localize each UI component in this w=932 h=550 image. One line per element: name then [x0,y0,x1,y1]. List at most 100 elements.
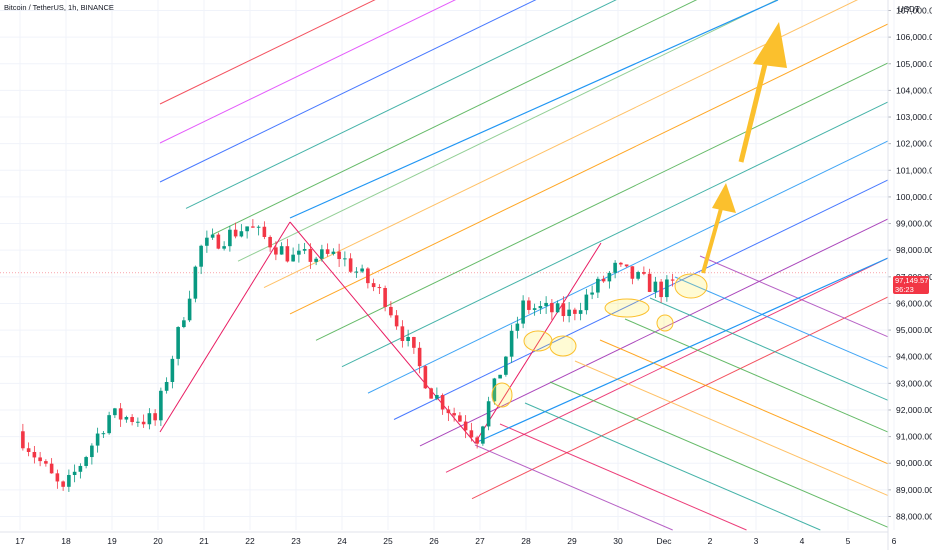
pitchfork-line-down [674,276,889,370]
pitchfork-line-down [599,339,889,465]
candle-body [101,433,106,435]
candle-body [164,381,169,391]
x-tick-label: 30 [613,536,623,546]
candle-body [222,246,226,249]
candle-body [366,268,370,284]
candle-body [67,474,71,487]
pitchfork-line-down [624,318,889,433]
highlight-ellipse [523,330,553,352]
x-tick-label: 6 [892,536,897,546]
pitchfork-line-up [315,62,889,341]
y-tick-label: 103,000.00 [896,112,932,122]
y-tick-label: 88,000.00 [896,512,932,522]
candle-body [308,249,313,262]
y-tick-label: 90,000.00 [896,458,932,468]
x-tick-label: 27 [475,536,485,546]
x-tick-label: Dec [656,536,672,546]
candle-body [32,451,37,458]
candle-body [417,347,422,367]
y-tick-label: 106,000.00 [896,32,932,42]
candle-body [78,465,83,472]
candle-body [377,287,382,289]
y-tick-label: 105,000.00 [896,59,932,69]
candle-body [509,330,514,357]
x-tick-label: 19 [107,536,117,546]
annotations [491,22,787,408]
candle-body [291,254,295,262]
candle-body [584,294,589,311]
candle-body [515,323,520,331]
time-axis[interactable]: 17 18 19 20 21 22 23 24 25 26 27 28 29 30 Dec 2 3 4 5 6 [0,531,897,546]
pitchfork-line-up [419,218,889,447]
x-tick-label: 18 [61,536,71,546]
candle-body [354,271,359,273]
candle-body [113,408,117,416]
candle-body [187,298,192,321]
y-tick-label: 107,000.00 [896,6,932,16]
candle-body [492,378,497,402]
candle-body [550,302,554,313]
projection-arrowhead [753,22,787,68]
candle-body [653,281,658,292]
pitchfork-line-up [237,0,778,262]
candle-body [331,251,336,254]
pitchfork-line-up [159,0,537,183]
y-tick-label: 98,000.00 [896,245,932,255]
pitchfork-handle [159,221,291,433]
y-tick-label: 104,000.00 [896,85,932,95]
candle-body [320,249,324,259]
x-tick-label: 5 [846,536,851,546]
pitchfork-line-up [159,0,456,144]
candle-body [389,306,393,316]
candle-body [527,300,531,310]
candle-body [636,272,640,279]
candle-body [141,421,146,425]
pitchfork-line-up [185,0,617,209]
pitchfork-upper-tine [289,0,779,219]
y-tick-label: 95,000.00 [896,325,932,335]
x-tick-label: 23 [291,536,301,546]
candle-body [573,309,577,314]
x-tick-label: 3 [754,536,759,546]
y-tick-label: 92,000.00 [896,405,932,415]
candle-body [590,292,594,295]
candle-body [49,463,54,474]
projection-arrowhead [712,183,736,213]
candle-body [665,279,669,298]
pitchfork-line-down [649,297,889,401]
pitchfork-line-down [574,360,889,497]
candle-body [274,247,278,255]
candle-body [538,306,543,309]
candle-body [504,356,508,375]
candle-body [262,226,267,237]
candle-body [400,326,405,341]
x-tick-label: 17 [15,536,25,546]
candle-body [452,413,456,416]
pitchfork-line-down [474,444,673,531]
candle-body [337,251,341,260]
bar-countdown: 36:23 [895,285,914,294]
last-price: 97,149.57 [895,276,929,285]
candle-body [521,300,525,324]
y-tick-label: 99,000.00 [896,219,932,229]
pitchfork-line-up [263,0,859,289]
candle-body [578,310,583,314]
candle-body [256,226,261,228]
candle-body [268,236,272,248]
candle-body [26,448,31,452]
candle-body [348,258,353,272]
candle-body [544,302,548,307]
y-tick-label: 100,000.00 [896,192,932,202]
candle-body [498,374,502,379]
candle-body [383,288,387,307]
candle-body [228,229,232,247]
candle-body [297,250,301,255]
candle-body [170,358,175,382]
x-tick-label: 29 [567,536,577,546]
candle-body [325,249,330,254]
pitchfork-line-up [471,296,889,500]
x-tick-label: 24 [337,536,347,546]
price-axis[interactable]: 88,000.00 89,000.00 90,000.00 91,000.00 92,0… [887,0,932,550]
currency-unit: USDT [898,5,920,14]
